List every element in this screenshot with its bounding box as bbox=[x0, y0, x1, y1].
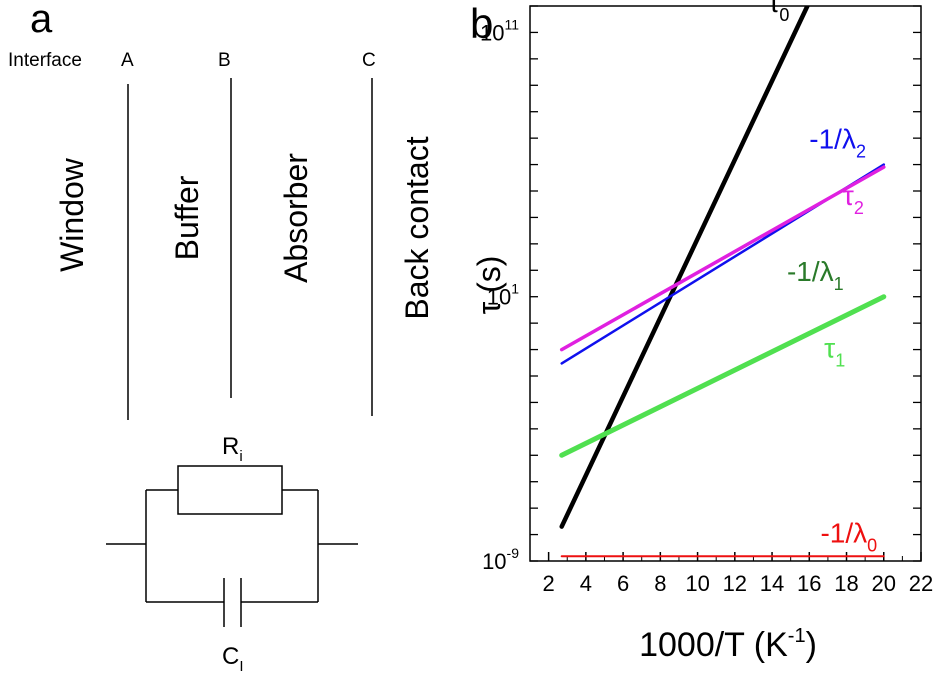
x-tick-label-20: 20 bbox=[872, 571, 896, 596]
interface-c-label: C bbox=[362, 50, 376, 71]
x-tick-label-10: 10 bbox=[685, 571, 709, 596]
resistor bbox=[177, 465, 283, 515]
interface-label: Interface bbox=[8, 50, 82, 71]
x-tick-label-12: 12 bbox=[723, 571, 747, 596]
interface-b-label: B bbox=[218, 50, 231, 71]
x-axis-label: 1000/T (K-1) bbox=[639, 625, 817, 664]
x-tick-label-8: 8 bbox=[654, 571, 666, 596]
series-group bbox=[559, 6, 887, 558]
label-tau-1: τ1 bbox=[824, 333, 845, 371]
y-tick-label: 10-9 bbox=[482, 545, 519, 574]
plot-frame bbox=[529, 5, 922, 562]
series-tau-1 bbox=[559, 294, 887, 458]
label-neg-inv-lambda-0: -1/λ0 bbox=[820, 518, 877, 556]
x-tick-label-14: 14 bbox=[760, 571, 784, 596]
interface-a-label: A bbox=[121, 50, 134, 71]
label-neg-inv-lambda-2: -1/λ2 bbox=[809, 124, 866, 162]
capacitor-label: CI bbox=[222, 643, 244, 675]
x-tick-label-18: 18 bbox=[834, 571, 858, 596]
resistor-label: Ri bbox=[222, 433, 243, 465]
y-tick-label: 1011 bbox=[480, 16, 519, 45]
label-tau-2: τ2 bbox=[843, 180, 864, 218]
series-tau-0 bbox=[559, 6, 810, 529]
x-tick-label-16: 16 bbox=[797, 571, 821, 596]
annotations: τ0 -1/λ2 τ2 -1/λ1 τ1 -1/λ0 bbox=[768, 0, 877, 556]
layer-back-contact: Back contact bbox=[399, 136, 435, 319]
y-tick-labels: 10-9 101 1011 bbox=[480, 16, 519, 574]
layer-window: Window bbox=[54, 157, 90, 272]
series-lines bbox=[559, 6, 887, 558]
x-tick-label-2: 2 bbox=[542, 571, 554, 596]
label-tau-0: τ0 bbox=[768, 0, 789, 25]
series-tau-2 bbox=[559, 165, 886, 352]
panel-b: b 10-9 101 1011 2 4 6 8 10 12 14 16 18 20 22 τ0 -1/λ2… bbox=[470, 0, 933, 664]
y-ticks bbox=[530, 5, 921, 562]
panel-b-label: b bbox=[470, 0, 493, 47]
y-tick-label: 101 bbox=[487, 281, 519, 310]
y-axis-label: τ (s) bbox=[471, 256, 507, 315]
x-tick-label-22: 22 bbox=[909, 571, 933, 596]
layer-buffer: Buffer bbox=[169, 175, 205, 260]
x-tick-label-6: 6 bbox=[617, 571, 629, 596]
layer-absorber: Absorber bbox=[278, 153, 314, 283]
x-tick-label-4: 4 bbox=[580, 571, 592, 596]
x-ticks: 2 4 6 8 10 12 14 16 18 20 22 bbox=[529, 552, 933, 596]
panel-a: a Interface A B C Window Buffer Absorber… bbox=[8, 0, 435, 675]
panel-a-label: a bbox=[30, 0, 53, 41]
label-neg-inv-lambda-1: -1/λ1 bbox=[787, 256, 844, 294]
equivalent-circuit bbox=[106, 465, 358, 627]
